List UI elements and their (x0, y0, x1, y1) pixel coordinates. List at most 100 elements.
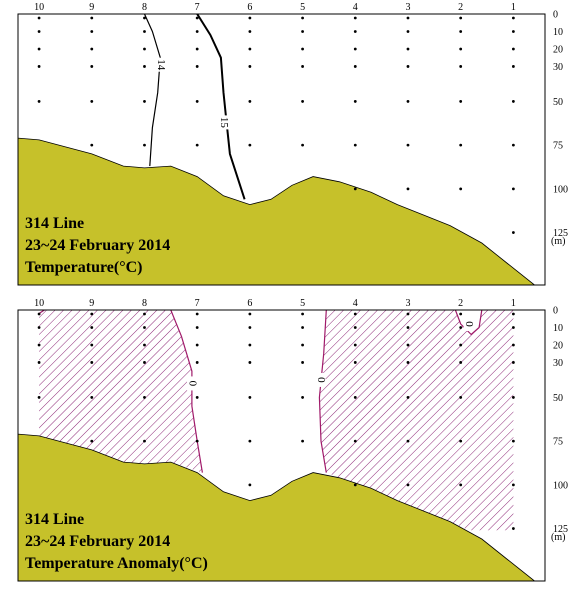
sample-point (301, 100, 304, 103)
sample-point (511, 231, 515, 234)
station-label: 10 (34, 298, 44, 309)
sample-point (353, 439, 357, 443)
sample-point (511, 65, 515, 68)
station-label: 1 (511, 298, 516, 309)
depth-tick-label: 30 (553, 358, 563, 369)
contour-label-14: 14 (155, 59, 167, 71)
sample-point (406, 312, 410, 316)
sample-point (301, 47, 304, 51)
sample-point (301, 439, 304, 443)
sample-point (90, 396, 94, 399)
sample-point (90, 143, 94, 147)
sample-point (248, 361, 252, 364)
sample-point (406, 483, 410, 487)
station-label: 2 (458, 2, 463, 13)
sample-point (353, 483, 357, 487)
chart-title-line-2: 23~24 February 2014 (25, 533, 170, 550)
chart-title-line-1: 314 Line (25, 215, 84, 232)
sample-point (248, 16, 252, 20)
sample-point (353, 30, 357, 33)
sample-point (406, 343, 410, 347)
contour-labels: 0 0 0 (186, 316, 475, 391)
depth-tick-label: 100 (553, 480, 568, 491)
seafloor-area (18, 433, 545, 581)
sample-point (143, 16, 146, 20)
depth-tick-label: 125 (553, 524, 568, 535)
plot-frame (17, 13, 546, 286)
sample-point (37, 361, 41, 364)
sample-point (195, 439, 199, 443)
contour-label-bg (186, 376, 197, 391)
sample-point (406, 326, 410, 329)
station-label: 4 (353, 298, 358, 309)
depth-tick-label: 75 (553, 141, 563, 152)
depth-tick-label: 0 (553, 10, 558, 21)
sample-point (406, 396, 410, 399)
depth-tick-label: 125 (553, 228, 568, 239)
station-label: 3 (405, 2, 410, 13)
sample-point (90, 30, 94, 33)
sample-point (37, 47, 41, 51)
depth-tick-label: 20 (553, 340, 563, 351)
sample-point (353, 361, 357, 364)
sample-point (301, 361, 304, 364)
chart-title-line-2: 23~24 February 2014 (25, 237, 170, 254)
sample-point (459, 47, 463, 51)
station-label: 9 (89, 298, 94, 309)
sample-point (195, 361, 199, 364)
sample-point (143, 30, 146, 33)
station-label: 9 (89, 2, 94, 13)
sample-point (248, 396, 252, 399)
sample-point (195, 100, 199, 103)
sample-point (248, 326, 252, 329)
anomaly-hatch-layer (39, 310, 514, 531)
positive-anomaly-region-2 (319, 310, 514, 531)
contour-line-0 (454, 310, 483, 336)
sample-point (301, 16, 304, 20)
sample-point (511, 361, 515, 364)
sample-point (459, 16, 463, 20)
sample-point (459, 100, 463, 103)
station-label: 7 (195, 2, 200, 13)
sample-point (37, 343, 41, 347)
positive-anomaly-region-1 (39, 310, 203, 473)
sample-point (195, 143, 199, 147)
temperature-panel: 14 15 10 9 8 7 6 5 4 3 2 1 0 10 20 30 50 75 100 125 (m) 3… (17, 2, 568, 286)
contour-labels: 14 15 (155, 57, 230, 130)
station-label: 10 (34, 2, 44, 13)
depth-tick-label: 0 (553, 306, 558, 317)
depth-tick-label: 30 (553, 62, 563, 73)
sample-point (90, 439, 94, 443)
sample-point (406, 30, 410, 33)
sample-point (406, 16, 410, 20)
contour-label-bg (463, 316, 474, 331)
station-label: 8 (142, 2, 147, 13)
sample-point (90, 100, 94, 103)
sample-point (195, 47, 199, 51)
contour-line-0 (318, 310, 327, 473)
sample-point (90, 65, 94, 68)
sample-point (511, 527, 515, 530)
sample-point (459, 143, 463, 147)
station-label: 2 (458, 298, 463, 309)
sample-point (459, 439, 463, 443)
contour-label-bg (315, 372, 326, 387)
sample-point (248, 439, 252, 443)
sample-point (459, 30, 463, 33)
sample-point (195, 30, 199, 33)
sample-point (406, 143, 410, 147)
depth-tick-label: 10 (553, 27, 563, 38)
station-dots (37, 16, 515, 234)
sample-point (143, 100, 146, 103)
sample-point (195, 343, 199, 347)
sample-point (459, 326, 463, 329)
sample-point (248, 65, 252, 68)
station-label: 5 (300, 2, 305, 13)
sample-point (248, 143, 252, 147)
chart-title-line-3: Temperature Anomaly(°C) (25, 555, 208, 572)
sample-point (459, 361, 463, 364)
sample-point (511, 343, 515, 347)
sample-point (459, 187, 463, 191)
sample-point (301, 143, 304, 147)
depth-axis: 0 10 20 30 50 75 100 125 (553, 306, 568, 536)
